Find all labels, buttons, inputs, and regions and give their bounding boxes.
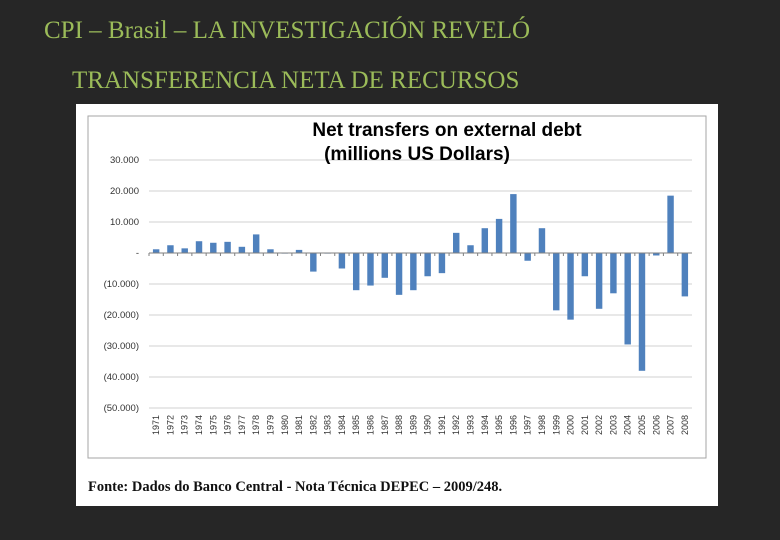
y-tick-label: (20.000) [104,310,139,321]
x-tick-label: 1977 [237,415,247,435]
bar-1998 [538,228,546,253]
bar-1995 [495,218,503,253]
bar-1999 [553,253,560,311]
slide-title-line-2: TRANSFERENCIA NETA DE RECURSOS [72,67,520,94]
y-tick-label: 10.000 [110,217,139,228]
y-tick-label: - [136,248,139,259]
bar-1988 [395,253,403,295]
bar-1971 [152,249,160,253]
x-tick-label: 1978 [251,415,261,435]
x-tick-label: 1997 [523,415,533,435]
bar-2006 [653,253,660,256]
x-tick-label: 1985 [351,415,361,435]
x-tick-label: 2007 [666,415,676,435]
x-tick-label: 1988 [394,415,404,435]
x-tick-label: 1989 [408,415,418,435]
bar-1972 [167,245,174,253]
x-tick-label: 2008 [680,415,690,435]
bar-1994 [481,228,489,253]
bar-1992 [453,232,460,253]
bar-1979 [267,249,274,253]
x-tick-label: 1995 [494,415,504,435]
x-tick-label: 1993 [466,415,476,435]
bar-1982 [310,253,317,272]
bar-2003 [610,253,617,294]
bar-1987 [381,253,388,278]
slide-title-line-1: CPI – Brasil – LA INVESTIGACIÓN REVELÓ [44,17,531,44]
bar-1977 [238,246,246,253]
x-tick-label: 2004 [623,415,633,435]
x-tick-label: 1992 [451,415,461,435]
chart-image-panel: 30.000 20.000 10.000 - (10.000) (20.000) (30.0… [76,104,718,506]
x-tick-label: 1980 [280,415,290,435]
bar-1991 [438,253,446,274]
bar-1976 [224,241,231,253]
x-tick-label: 1996 [508,415,518,435]
chart-bars [152,194,689,371]
x-tick-label: 1994 [480,415,490,435]
y-axis-tick-labels: 30.000 20.000 10.000 - (10.000) (20.000) (30.0… [104,155,139,414]
bar-1981 [295,249,303,253]
bar-1993 [467,245,474,253]
bar-1973 [181,248,188,253]
bar-1996 [510,194,517,253]
bar-2004 [624,253,631,345]
x-axis-tick-labels: 1971 1972 1973 1974 1975 1976 1977 1978 1979 1980… [148,253,690,435]
x-tick-label: 1973 [180,415,190,435]
y-tick-label: (30.000) [104,341,139,352]
x-tick-label: 1972 [165,415,175,435]
bar-2000 [567,253,574,320]
y-tick-label: (10.000) [104,279,139,290]
chart-title-line-1: Net transfers on external debt [312,120,582,141]
y-tick-label: (40.000) [104,372,139,383]
x-tick-label: 1999 [551,415,561,435]
x-tick-label: 1979 [265,415,275,435]
bar-1978 [252,234,260,253]
x-tick-label: 1976 [223,415,233,435]
x-tick-label: 1974 [194,415,204,435]
x-tick-label: 2002 [594,415,604,435]
y-tick-label: (50.000) [104,403,139,414]
x-tick-label: 1987 [380,415,390,435]
bar-1986 [367,253,374,286]
bar-1985 [352,253,360,291]
y-tick-label: 20.000 [110,186,139,197]
bar-1997 [524,253,531,261]
bar-1974 [195,241,203,253]
bar-1989 [410,253,417,291]
x-tick-label: 1998 [537,415,547,435]
x-tick-label: 2001 [580,415,590,435]
x-tick-label: 2000 [566,415,576,435]
net-transfers-chart: 30.000 20.000 10.000 - (10.000) (20.000) (30.0… [87,115,707,459]
y-tick-label: 30.000 [110,155,139,166]
bar-2008 [681,253,689,297]
x-tick-label: 1984 [337,415,347,435]
chart-title-line-2: (millions US Dollars) [324,144,510,165]
chart-gridlines [149,159,692,409]
x-tick-label: 1986 [365,415,375,435]
x-tick-label: 1975 [208,415,218,435]
bar-1984 [338,253,346,269]
bar-2001 [581,253,589,277]
bar-2007 [667,195,674,253]
x-tick-label: 2006 [651,415,661,435]
bar-2002 [595,253,603,309]
x-tick-label: 1983 [323,415,333,435]
x-tick-label: 2003 [608,415,618,435]
x-tick-label: 1982 [308,415,318,435]
x-tick-label: 1981 [294,415,304,435]
bar-1975 [210,242,217,253]
bar-1990 [424,253,431,277]
x-tick-label: 1991 [437,415,447,435]
x-tick-label: 1990 [423,415,433,435]
x-tick-label: 2005 [637,415,647,435]
bar-2005 [638,253,646,371]
x-tick-label: 1971 [151,415,161,435]
source-note: Fonte: Dados do Banco Central - Nota Téc… [88,479,503,495]
